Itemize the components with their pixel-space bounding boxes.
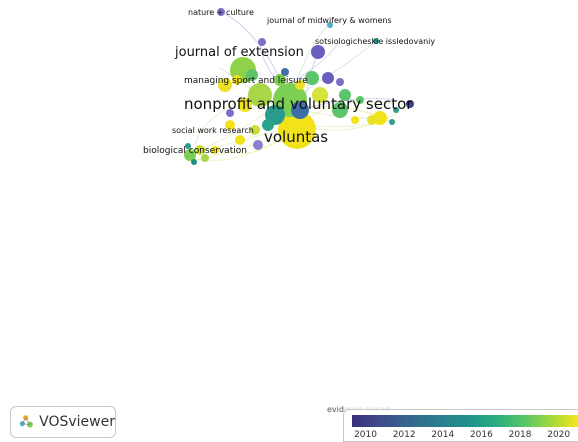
node-yellow-c[interactable] [235, 135, 245, 145]
node-purple-b[interactable] [322, 72, 334, 84]
vosviewer-logo-text: VOSviewer [39, 414, 115, 430]
label-biological-conservation: biological conservation [143, 146, 247, 156]
node-managing-sport[interactable] [305, 71, 319, 85]
node-yellow-g[interactable] [351, 116, 359, 124]
node-yellow-i[interactable] [295, 80, 305, 90]
node-sotsiologicheskie[interactable] [373, 38, 379, 44]
label-managing-sport: managing sport and leisure [184, 76, 308, 86]
node-teal-d[interactable] [393, 107, 399, 113]
node-bio-yellow2[interactable] [211, 146, 219, 154]
partial-node-label-visible: evid [327, 405, 344, 414]
node-purple-a[interactable] [311, 45, 325, 59]
legend-color-bar [352, 415, 578, 427]
node-labels: nature + culture journal of midwifery & … [143, 8, 435, 156]
node-yellow-d[interactable] [225, 120, 235, 130]
node-lime-c[interactable] [250, 125, 260, 135]
label-journal-of-extension: journal of extension [174, 45, 304, 60]
legend-tick: 2010 [354, 430, 377, 440]
node-yellow-h[interactable] [232, 75, 242, 85]
node-bio-yellow[interactable] [195, 145, 205, 155]
node-green-d[interactable] [274, 74, 286, 86]
vosviewer-logo-icon [19, 415, 33, 428]
node-cluster-blue[interactable] [291, 101, 309, 119]
node-bio-dark[interactable] [191, 159, 197, 165]
vosviewer-logo[interactable]: VOSviewer [10, 406, 116, 438]
label-social-work-research: social work research [172, 126, 254, 135]
node-purple-c[interactable] [336, 78, 344, 86]
node-cluster-green2[interactable] [332, 102, 348, 118]
label-journal-of-midwifery: journal of midwifery & womens [266, 16, 392, 25]
legend-tick: 2020 [547, 430, 571, 440]
legend-tick: 2014 [431, 430, 455, 440]
node-nature-culture[interactable] [217, 8, 225, 16]
legend-tick: 2012 [392, 430, 416, 440]
node-purple-f[interactable] [253, 140, 263, 150]
legend-tick: 2016 [469, 430, 493, 440]
label-nature-culture: nature + culture [188, 8, 254, 17]
node-purple-d[interactable] [258, 38, 266, 46]
label-voluntas: voluntas [264, 128, 328, 146]
node-bio-green[interactable] [184, 149, 196, 161]
node-green-f[interactable] [246, 69, 258, 81]
legend-tick: 2018 [508, 430, 532, 440]
node-bio-teal[interactable] [185, 143, 191, 149]
node-cluster-yellow2[interactable] [218, 78, 232, 92]
node-blue-f[interactable] [281, 68, 289, 76]
node-cluster-yellow[interactable] [238, 98, 252, 112]
overlay-color-legend: 2010 2012 2014 2016 2018 2020 [343, 409, 578, 442]
label-nonprofit-sector: nonprofit and voluntary sector [184, 95, 413, 113]
node-green-e[interactable] [356, 96, 364, 104]
node-cluster-lime[interactable] [312, 87, 328, 103]
node-midwifery[interactable] [327, 22, 333, 28]
node-green-c[interactable] [339, 89, 351, 101]
label-sotsiologicheskie: sotsiologicheskie issledovaniy [315, 37, 435, 46]
network-nodes[interactable] [184, 8, 414, 165]
node-voluntas[interactable] [278, 111, 316, 149]
node-yellow-f[interactable] [367, 115, 377, 125]
node-bio-lime[interactable] [201, 154, 209, 162]
node-teal-b[interactable] [262, 119, 274, 131]
node-cluster-green[interactable] [248, 83, 272, 107]
node-purple-e[interactable] [226, 109, 234, 117]
node-teal-c[interactable] [389, 119, 395, 125]
node-blue-e[interactable] [406, 100, 414, 108]
